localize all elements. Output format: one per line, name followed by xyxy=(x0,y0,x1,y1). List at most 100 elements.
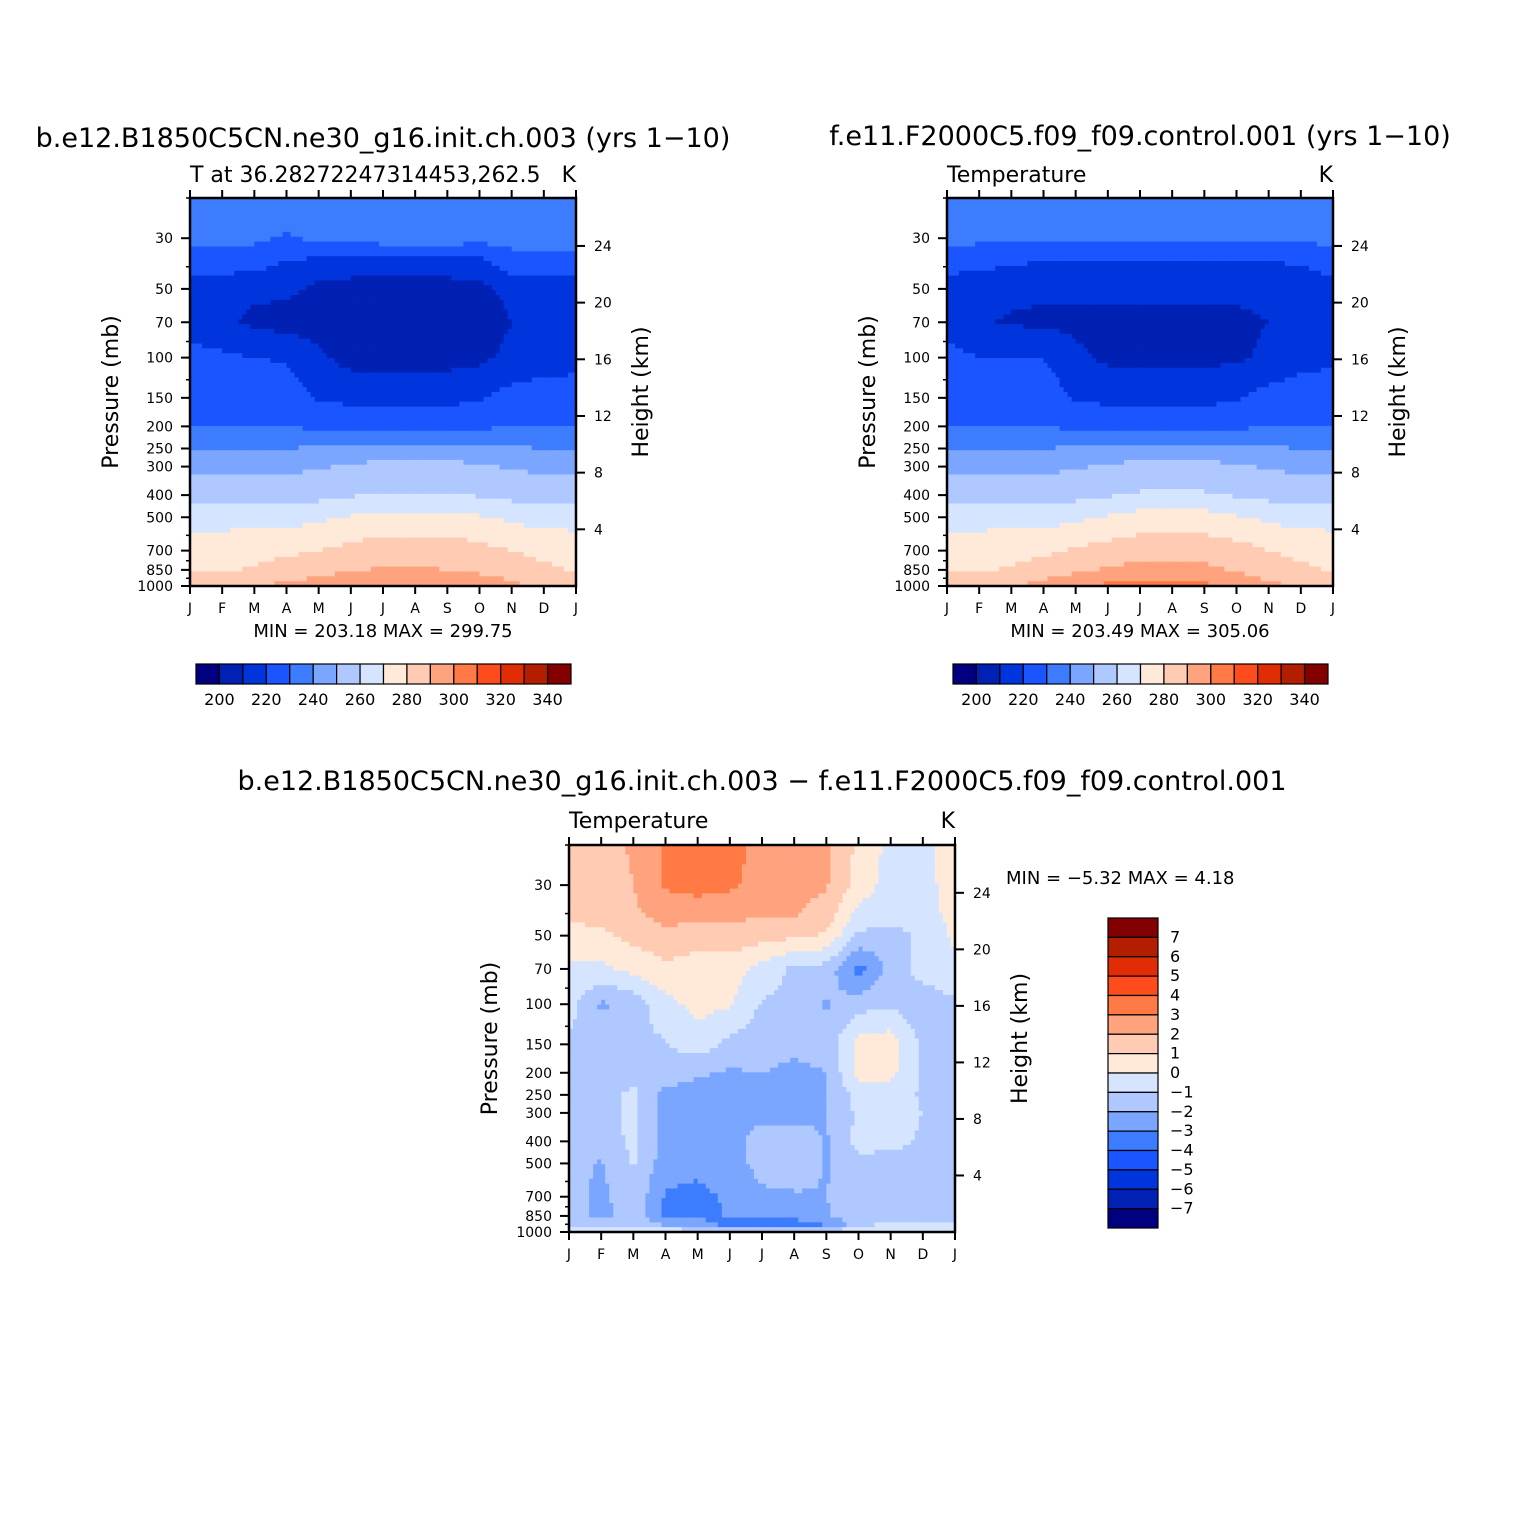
contour-cell xyxy=(451,440,456,446)
contour-cell xyxy=(222,377,227,383)
contour-cell xyxy=(206,328,211,335)
contour-cell xyxy=(214,198,219,204)
contour-cell xyxy=(230,261,235,267)
contour-cell xyxy=(439,411,444,417)
contour-cell xyxy=(302,251,308,257)
contour-cell xyxy=(387,377,392,383)
contour-cell xyxy=(318,275,324,282)
contour-cell xyxy=(250,440,255,446)
contour-cell xyxy=(407,275,412,282)
contour-cell xyxy=(499,338,505,345)
contour-cell xyxy=(487,392,493,398)
contour-cell xyxy=(330,440,336,446)
contour-cell xyxy=(431,304,436,311)
contour-cell xyxy=(571,367,576,374)
contour-cell xyxy=(475,377,481,383)
contour-cell xyxy=(342,207,348,214)
contour-cell xyxy=(535,382,541,388)
contour-cell xyxy=(423,358,428,364)
contour-cell xyxy=(515,348,521,354)
contour-cell xyxy=(423,227,428,233)
contour-cell xyxy=(202,396,207,403)
contour-cell xyxy=(511,222,517,228)
contour-cell xyxy=(471,401,477,408)
contour-cell xyxy=(475,392,481,398)
contour-cell xyxy=(427,251,432,257)
contour-cell xyxy=(567,285,573,291)
contour-cell xyxy=(262,372,267,379)
contour-cell xyxy=(391,353,396,359)
contour-cell xyxy=(427,207,432,214)
contour-cell xyxy=(282,362,288,369)
contour-cell xyxy=(262,358,267,364)
contour-cell xyxy=(274,261,280,267)
contour-cell xyxy=(242,198,247,204)
contour-cell xyxy=(395,275,400,282)
contour-cell xyxy=(378,324,384,330)
contour-cell xyxy=(230,338,235,345)
contour-cell xyxy=(435,290,440,296)
contour-cell xyxy=(242,202,247,209)
contour-cell xyxy=(451,421,456,427)
contour-cell xyxy=(266,435,272,442)
contour-cell xyxy=(322,236,328,243)
contour-cell xyxy=(298,319,304,325)
contour-cell xyxy=(519,430,525,437)
contour-cell xyxy=(519,348,525,354)
contour-cell xyxy=(507,396,513,403)
contour-cell xyxy=(310,445,316,451)
contour-cell xyxy=(483,309,489,315)
contour-cell xyxy=(338,435,344,442)
contour-cell xyxy=(407,280,412,286)
contour-cell xyxy=(318,202,324,209)
contour-cell xyxy=(334,309,340,315)
contour-cell xyxy=(427,392,432,398)
contour-cell xyxy=(459,304,465,311)
contour-cell xyxy=(459,275,465,282)
contour-cell xyxy=(330,435,336,442)
contour-cell xyxy=(310,256,316,262)
contour-cell xyxy=(286,421,292,427)
contour-cell xyxy=(230,430,235,437)
contour-cell xyxy=(395,338,400,345)
contour-cell xyxy=(463,425,469,432)
contour-cell xyxy=(547,212,553,218)
contour-cell xyxy=(378,382,384,388)
contour-cell xyxy=(427,333,432,340)
contour-cell xyxy=(254,314,259,320)
contour-cell xyxy=(523,328,529,335)
contour-cell xyxy=(346,319,352,325)
contour-cell xyxy=(366,285,372,291)
contour-cell xyxy=(234,421,239,427)
contour-cell xyxy=(515,217,521,223)
contour-cell xyxy=(563,343,569,349)
contour-cell xyxy=(527,358,533,364)
contour-cell xyxy=(254,222,259,228)
contour-cell xyxy=(334,222,340,228)
contour-cell xyxy=(559,231,565,238)
contour-cell xyxy=(479,435,485,442)
contour-cell xyxy=(226,358,231,364)
contour-cell xyxy=(202,217,207,223)
contour-cell xyxy=(439,256,444,262)
contour-cell xyxy=(511,299,517,306)
contour-cell xyxy=(383,367,388,374)
contour-cell xyxy=(559,338,565,345)
contour-cell xyxy=(383,295,388,301)
contour-cell xyxy=(411,406,416,412)
contour-cell xyxy=(210,236,215,243)
contour-cell xyxy=(274,440,280,446)
contour-cell xyxy=(314,328,320,335)
contour-cell xyxy=(475,285,481,291)
contour-cell xyxy=(250,261,255,267)
contour-cell xyxy=(515,222,521,228)
contour-cell xyxy=(234,241,239,248)
contour-cell xyxy=(210,348,215,354)
contour-cell xyxy=(507,275,513,282)
contour-cell xyxy=(318,212,324,218)
contour-cell xyxy=(423,217,428,223)
contour-cell xyxy=(294,445,300,451)
contour-cell xyxy=(306,299,312,306)
contour-cell xyxy=(423,382,428,388)
contour-cell xyxy=(411,328,416,335)
